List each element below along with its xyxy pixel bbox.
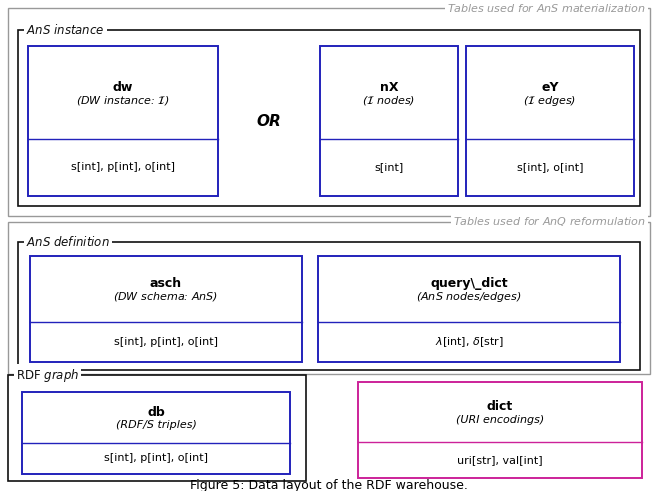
- Text: eY: eY: [542, 81, 559, 94]
- Text: s[int], o[int]: s[int], o[int]: [517, 163, 583, 172]
- Text: Tables used for $AnS$ materialization: Tables used for $AnS$ materialization: [447, 2, 646, 14]
- Bar: [8, 375, 306, 481]
- Bar: [28, 46, 218, 196]
- Bar: [466, 46, 634, 196]
- Text: (RDF/S triples): (RDF/S triples): [116, 420, 197, 431]
- Text: s[int]: s[int]: [374, 163, 403, 172]
- Text: Figure 5: Data layout of the RDF warehouse.: Figure 5: Data layout of the RDF warehou…: [190, 480, 468, 491]
- Text: $AnS$ $definition$: $AnS$ $definition$: [26, 235, 110, 249]
- Text: nX: nX: [380, 81, 398, 94]
- Text: ($\mathcal{I}$ edges): ($\mathcal{I}$ edges): [524, 93, 576, 108]
- Text: (DW instance: $\mathcal{I}$): (DW instance: $\mathcal{I}$): [76, 94, 170, 107]
- Bar: [320, 46, 458, 196]
- Text: (DW schema: $AnS$): (DW schema: $AnS$): [113, 290, 218, 303]
- Bar: [8, 222, 650, 374]
- Text: s[int], p[int], o[int]: s[int], p[int], o[int]: [104, 453, 208, 464]
- Text: $\lambda$[int], $\delta$[str]: $\lambda$[int], $\delta$[str]: [435, 335, 503, 349]
- Text: (URI encodings): (URI encodings): [456, 415, 544, 425]
- Bar: [18, 242, 640, 370]
- Text: uri[str], val[int]: uri[str], val[int]: [457, 455, 543, 465]
- Bar: [30, 256, 302, 362]
- Text: query\_dict: query\_dict: [430, 277, 508, 290]
- Text: dict: dict: [487, 400, 513, 413]
- Text: db: db: [147, 406, 165, 419]
- Text: RDF $graph$: RDF $graph$: [16, 366, 80, 383]
- Bar: [18, 30, 640, 206]
- Text: ($AnS$ nodes/edges): ($AnS$ nodes/edges): [416, 290, 522, 304]
- Bar: [8, 8, 650, 216]
- Bar: [318, 256, 620, 362]
- Text: ($\mathcal{I}$ nodes): ($\mathcal{I}$ nodes): [363, 94, 415, 107]
- Text: dw: dw: [113, 81, 133, 94]
- Bar: [22, 392, 290, 474]
- Text: OR: OR: [257, 113, 282, 129]
- Bar: [358, 382, 642, 478]
- Text: asch: asch: [150, 277, 182, 290]
- Text: $AnS$ $instance$: $AnS$ $instance$: [26, 23, 105, 37]
- Text: Tables used for $AnQ$ reformulation: Tables used for $AnQ$ reformulation: [453, 216, 646, 228]
- Text: s[int], p[int], o[int]: s[int], p[int], o[int]: [71, 163, 175, 172]
- Text: s[int], p[int], o[int]: s[int], p[int], o[int]: [114, 337, 218, 347]
